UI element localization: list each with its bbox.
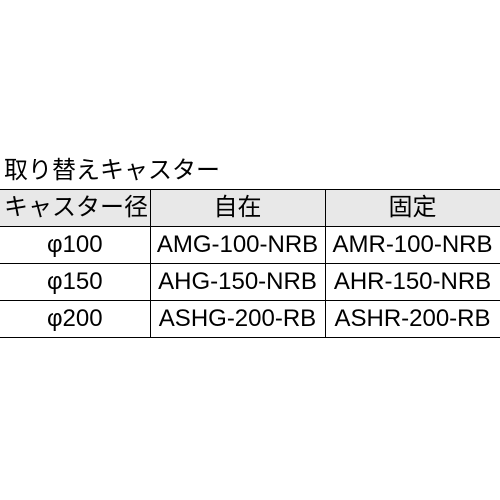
- cell-diameter: φ150: [0, 264, 150, 301]
- col-header-swivel: 自在: [150, 190, 325, 227]
- cell-fixed: AHR-150-NRB: [325, 264, 500, 301]
- cell-swivel: AHG-150-NRB: [150, 264, 325, 301]
- table-row: φ100 AMG-100-NRB AMR-100-NRB: [0, 227, 500, 264]
- table-row: φ200 ASHG-200-RB ASHR-200-RB: [0, 301, 500, 338]
- table-header-row: キャスター径 自在 固定: [0, 190, 500, 227]
- cell-fixed: ASHR-200-RB: [325, 301, 500, 338]
- col-header-fixed: 固定: [325, 190, 500, 227]
- table-row: φ150 AHG-150-NRB AHR-150-NRB: [0, 264, 500, 301]
- cell-swivel: ASHG-200-RB: [150, 301, 325, 338]
- table-title: 取り替えキャスター: [4, 150, 500, 185]
- cell-diameter: φ100: [0, 227, 150, 264]
- col-header-diameter: キャスター径: [0, 190, 150, 227]
- caster-table: キャスター径 自在 固定 φ100 AMG-100-NRB AMR-100-NR…: [0, 189, 500, 338]
- cell-fixed: AMR-100-NRB: [325, 227, 500, 264]
- cell-swivel: AMG-100-NRB: [150, 227, 325, 264]
- cell-diameter: φ200: [0, 301, 150, 338]
